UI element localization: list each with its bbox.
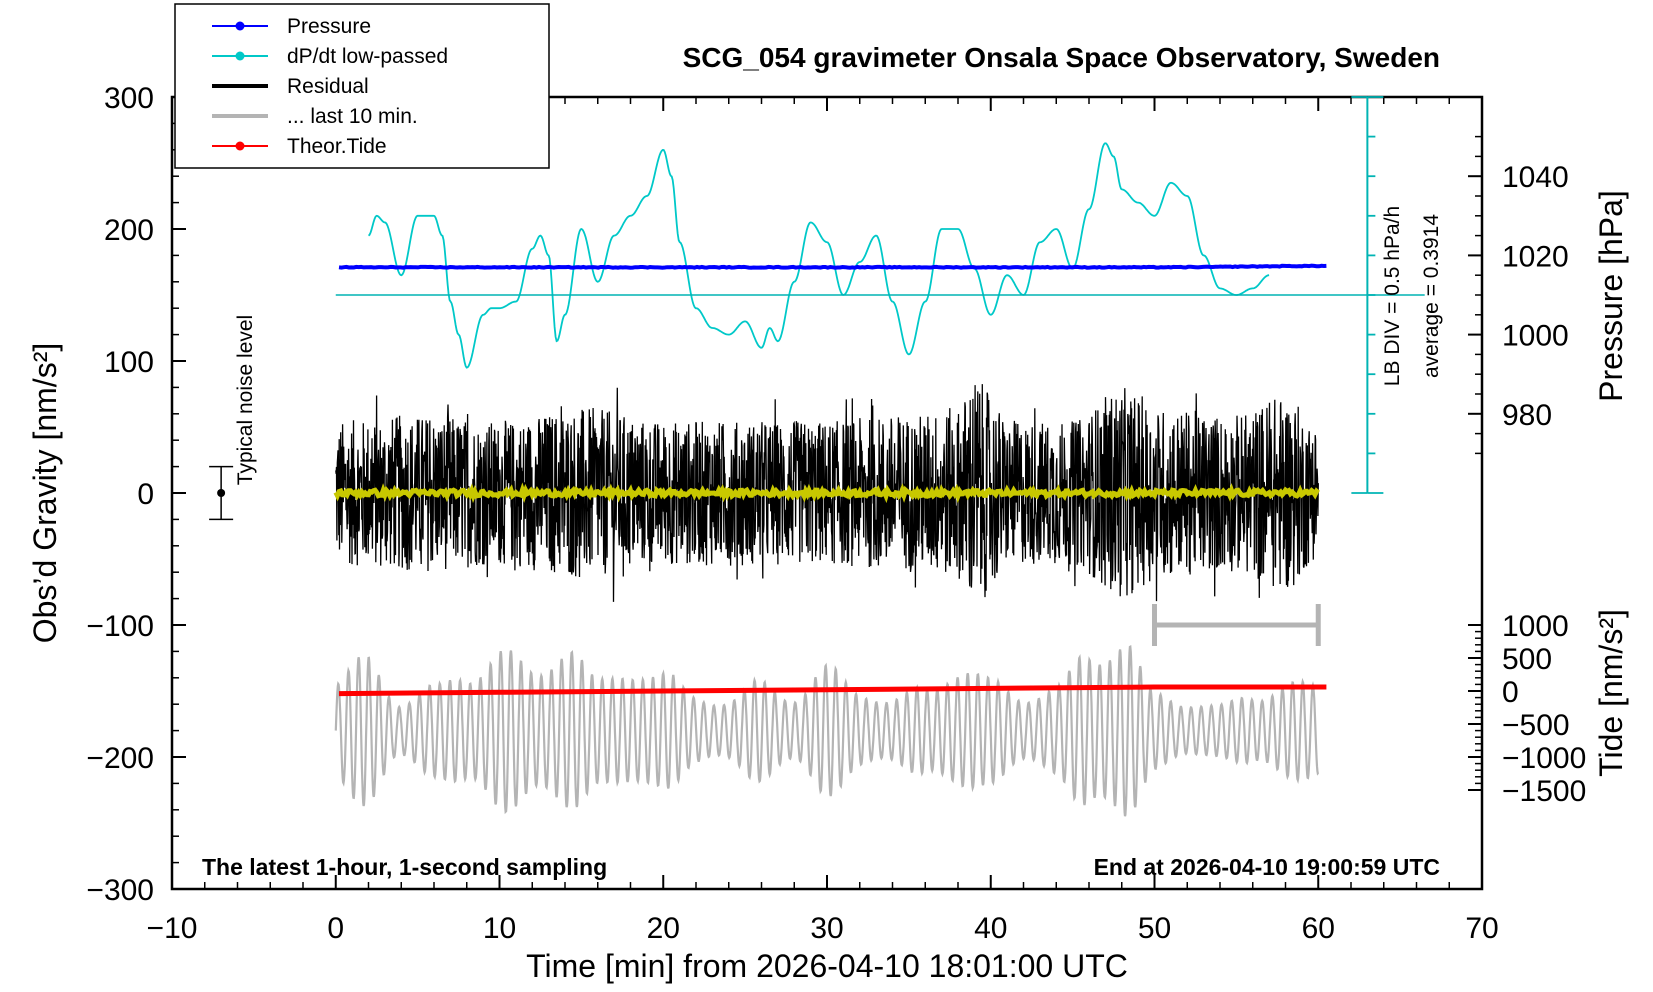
y-tick-label: 0 <box>137 478 154 511</box>
x-axis: −10 0 10 20 30 40 50 60 70 <box>147 97 1499 945</box>
tide-tick-label: −500 <box>1502 709 1570 742</box>
residual-smoothed-line <box>333 482 1320 504</box>
tide-tick-label: 0 <box>1502 676 1519 709</box>
sampling-note: The latest 1-hour, 1-second sampling <box>202 854 607 880</box>
tide-axis-title: Tide [nm/s²] <box>1593 609 1629 777</box>
residual-line <box>335 384 1319 602</box>
dpdt-line <box>367 142 1270 369</box>
pressure-tick-label: 980 <box>1502 399 1552 432</box>
dpdt-average-label: average = 0.3914 <box>1420 214 1443 378</box>
noise-bar-dot <box>217 489 226 497</box>
legend-label: Residual <box>287 75 369 98</box>
dpdt-series <box>367 142 1270 369</box>
pressure-tick-label: 1040 <box>1502 161 1569 194</box>
tide-tick-label: −1000 <box>1502 742 1586 775</box>
tide-tick-label: 500 <box>1502 643 1552 676</box>
residual-series <box>335 384 1319 602</box>
x-tick-label: 20 <box>647 912 680 945</box>
noise-level-label: Typical noise level <box>234 315 257 485</box>
y-tick-label: −300 <box>86 874 154 907</box>
theor-tide-line <box>338 684 1327 697</box>
pressure-tick-label: 1020 <box>1502 240 1569 273</box>
tide-tick-label: −1500 <box>1502 775 1586 808</box>
x-tick-label: 70 <box>1465 912 1498 945</box>
dpdt-axis <box>335 96 1425 494</box>
chart-title: SCG_054 gravimeter Onsala Space Observat… <box>683 42 1440 73</box>
x-tick-label: 30 <box>810 912 843 945</box>
y-tick-label: −100 <box>86 610 154 643</box>
y-tick-label: 300 <box>104 82 154 115</box>
x-tick-label: 60 <box>1302 912 1335 945</box>
y-axis-title-left: Obs’d Gravity [nm/s²] <box>27 343 63 644</box>
x-tick-label: 0 <box>327 912 344 945</box>
legend-label: Pressure <box>287 15 371 38</box>
x-tick-label: 40 <box>974 912 1007 945</box>
residual-smoothed-series <box>333 482 1320 504</box>
pressure-series <box>338 263 1327 270</box>
y-tick-label: −200 <box>86 742 154 775</box>
pressure-line <box>338 263 1327 270</box>
x-tick-label: 50 <box>1138 912 1171 945</box>
x-tick-label: 10 <box>483 912 516 945</box>
dpdt-scale-label: LB DIV = 0.5 hPa/h <box>1381 206 1404 386</box>
pressure-tick-label: 1000 <box>1502 320 1569 353</box>
y-axis-left: 300 200 100 0 −100 −200 −300 <box>86 82 186 907</box>
ten-minute-marker <box>1152 604 1321 646</box>
legend-swatch-dot <box>235 141 245 151</box>
x-tick-label: −10 <box>147 912 198 945</box>
y-tick-label: 200 <box>104 214 154 247</box>
end-time-note: End at 2026-04-10 19:00:59 UTC <box>1094 854 1440 880</box>
legend-swatch-dot <box>235 21 245 31</box>
legend: Pressure dP/dt low-passed Residual ... last… <box>174 3 550 169</box>
tide-series <box>338 684 1327 697</box>
legend-label: Theor.Tide <box>287 135 387 158</box>
x-axis-title: Time [min] from 2026-04-10 18:01:00 UTC <box>526 948 1128 984</box>
legend-label: dP/dt low-passed <box>287 45 448 68</box>
legend-swatch-dot <box>235 51 245 61</box>
pressure-axis-title: Pressure [hPa] <box>1593 190 1629 402</box>
y-tick-label: 100 <box>104 346 154 379</box>
legend-label: ... last 10 min. <box>287 105 418 128</box>
pressure-axis: 1040 1020 1000 980 <box>1468 135 1569 455</box>
noise-level-marker <box>209 465 234 521</box>
tide-tick-label: 1000 <box>1502 610 1569 643</box>
